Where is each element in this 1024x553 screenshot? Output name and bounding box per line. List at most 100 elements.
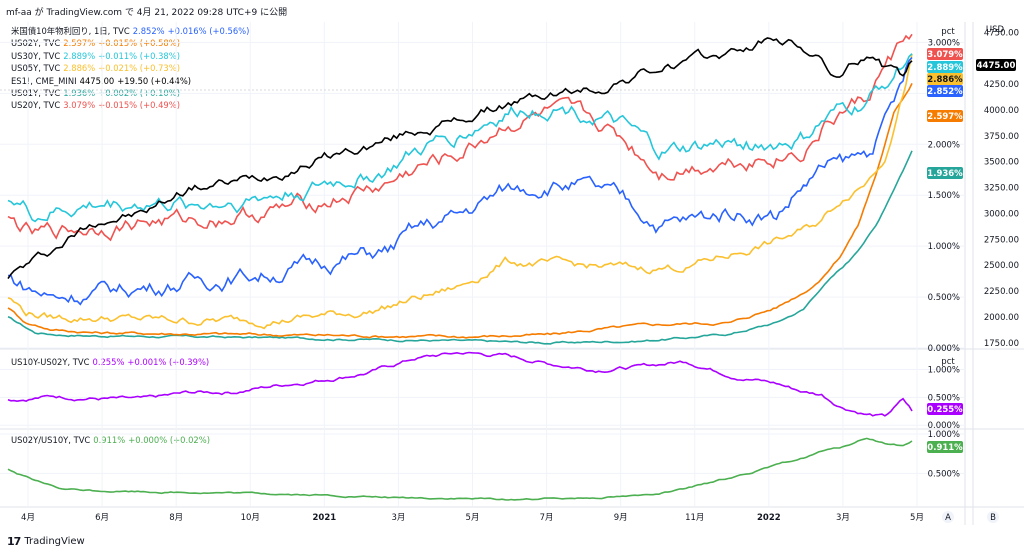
tradingview-logo-icon: 17 (7, 535, 21, 548)
spread2-legend: US02Y/US10Y, TVC 0.911% +0.000% (+0.02%) (11, 434, 213, 446)
legend-series-value: 4475.00 (79, 75, 115, 86)
series-line-us30 (7, 53, 913, 223)
series-line-us20 (7, 33, 913, 242)
price-tag-us20-bg (927, 48, 963, 60)
y-left-tick-label: 3.000% (928, 38, 960, 48)
legend-item-es[interactable]: ES1!, CME_MINI 4475.00 +19.50 (+0.44%) (11, 75, 252, 87)
price-tag-us05: 2.886% (927, 75, 963, 85)
usd-price-tag-bg (976, 59, 1016, 71)
legend-series-value: 2.852% (132, 26, 165, 36)
y-left-tick-label: 2.000% (928, 140, 960, 150)
auto-scale-button: A (945, 513, 951, 523)
x-tick-label: 2021 (312, 513, 336, 523)
x-tick-label: 5月 (910, 513, 924, 523)
y-left-tick-label: 1.500% (928, 191, 960, 201)
x-tick-label: 3月 (836, 513, 850, 523)
price-tag-us02: 2.597% (927, 112, 963, 122)
x-tick-label: 7月 (540, 513, 554, 523)
legend-series-name: US10Y-US02Y, TVC (11, 357, 90, 367)
footer-brand: 17 TradingView (7, 535, 85, 548)
y-left-tick-label: 1.000% (928, 242, 960, 252)
price-tag-jp10-bg (927, 85, 963, 97)
legend-series-change: +0.011% (+0.38%) (98, 50, 180, 61)
legend-series-change: +0.016% (+0.56%) (167, 26, 250, 36)
x-tick-label: 11月 (685, 513, 704, 523)
price-tag-us20: 3.079% (927, 50, 963, 60)
legend-series-value: 2.889% (63, 50, 96, 61)
legend-series-value: 3.079% (63, 100, 96, 111)
x-tick-label: 9月 (614, 513, 628, 523)
auto-scale-button-bg (942, 511, 954, 523)
price-tag-spread1-bg (927, 403, 963, 415)
spread1-tick-label: 0.000% (928, 421, 960, 431)
legend-item-jp10[interactable]: 米国債10年物利回り, 1日, TVC 2.852% +0.016% (+0.56%… (11, 25, 252, 37)
series-line-us05 (7, 53, 913, 330)
legend-item-spread2[interactable]: US02Y/US10Y, TVC 0.911% +0.000% (+0.02%) (11, 434, 213, 446)
x-tick-label: 2022 (757, 513, 781, 523)
price-tag-spread2-bg (927, 441, 963, 453)
x-tick-label: 10月 (241, 513, 260, 523)
legend-item-us30[interactable]: US30Y, TVC 2.889% +0.011% (+0.38%) (11, 50, 252, 62)
legend-series-value: 2.597% (63, 38, 96, 49)
y-left-tick-label: 0.500% (928, 293, 960, 303)
y-right-tick-label: 3250.00 (984, 184, 1019, 194)
x-tick-label: 5月 (466, 513, 480, 523)
spread1-tick-label: 1.000% (928, 366, 960, 376)
y-right-tick-label: 2000.00 (984, 313, 1019, 323)
legend-series-name: US30Y, TVC (11, 50, 61, 61)
price-tag-us01: 1.936% (927, 169, 963, 179)
legend-series-name: US02Y/US10Y, TVC (11, 435, 91, 445)
legend-series-change: +0.015% (+0.58%) (98, 38, 180, 49)
spread1-unit-label: pct (941, 357, 955, 367)
y-right-tick-label: 2750.00 (984, 235, 1019, 245)
y-left-unit-label: pct (941, 27, 955, 37)
legend-series-value: 0.255% (92, 357, 125, 367)
legend-series-change: +0.015% (+0.49%) (98, 100, 180, 111)
price-tag-us30: 2.889% (927, 63, 963, 73)
y-right-tick-label: 1750.00 (984, 339, 1019, 349)
y-right-tick-label: 2250.00 (984, 287, 1019, 297)
legend-series-name: 米国債10年物利回り, 1日, TVC (11, 26, 130, 36)
series-line-us02 (7, 83, 913, 339)
x-tick-label: 4月 (21, 513, 35, 523)
series-line-es (7, 37, 913, 280)
y-left-tick-label: 0.000% (928, 344, 960, 354)
legend-series-change: +19.50 (+0.44%) (117, 75, 192, 86)
y-right-tick-label: 3500.00 (984, 158, 1019, 168)
legend-item-us05[interactable]: US05Y, TVC 2.886% +0.021% (+0.73%) (11, 62, 252, 74)
legend-item-spread1[interactable]: US10Y-US02Y, TVC 0.255% +0.001% (+0.39%) (11, 356, 212, 368)
series-line-spread1 (7, 351, 913, 417)
log-scale-button-bg (987, 511, 999, 523)
legend-item-us02[interactable]: US02Y, TVC 2.597% +0.015% (+0.58%) (11, 37, 252, 49)
legend-series-value: 2.886% (63, 63, 96, 74)
price-tag-us01-bg (927, 167, 963, 179)
usd-price-tag: 4475.00 (977, 61, 1016, 71)
price-tag-us30-bg (927, 61, 963, 73)
x-tick-label: 8月 (169, 513, 183, 523)
spread1-tick-label: 0.500% (928, 393, 960, 403)
series-line-spread2 (7, 437, 913, 501)
legend-series-value: 0.911% (93, 435, 126, 445)
price-tag-jp10: 2.852% (927, 87, 963, 97)
y-right-tick-label: 4250.00 (984, 80, 1019, 90)
log-scale-button: B (990, 513, 996, 523)
spread2-tick-label: 0.500% (928, 469, 960, 479)
legend-series-change: +0.021% (+0.73%) (98, 63, 180, 74)
price-tag-us05-bg (927, 73, 963, 85)
y-right-tick-label: 2500.00 (984, 261, 1019, 271)
legend-series-name: US05Y, TVC (11, 63, 61, 74)
legend-item-us20[interactable]: US20Y, TVC 3.079% +0.015% (+0.49%) (11, 99, 252, 111)
series-line-us01 (7, 150, 913, 345)
series-line-jp10 (8, 56, 913, 306)
legend-series-name: US02Y, TVC (11, 38, 61, 49)
x-tick-label: 3月 (391, 513, 405, 523)
legend-series-change: +0.001% (+0.39%) (127, 357, 210, 367)
y-right-tick-label: 3000.00 (984, 209, 1019, 219)
spread2-tick-label: 1.000% (928, 430, 960, 440)
brand-name: TradingView (24, 536, 85, 547)
legend-series-name: ES1!, CME_MINI (11, 75, 77, 86)
y-right-tick-label: 4750.00 (984, 28, 1019, 38)
legend-series-change: +0.000% (+0.02%) (128, 435, 210, 445)
y-right-tick-label: 3750.00 (984, 132, 1019, 142)
